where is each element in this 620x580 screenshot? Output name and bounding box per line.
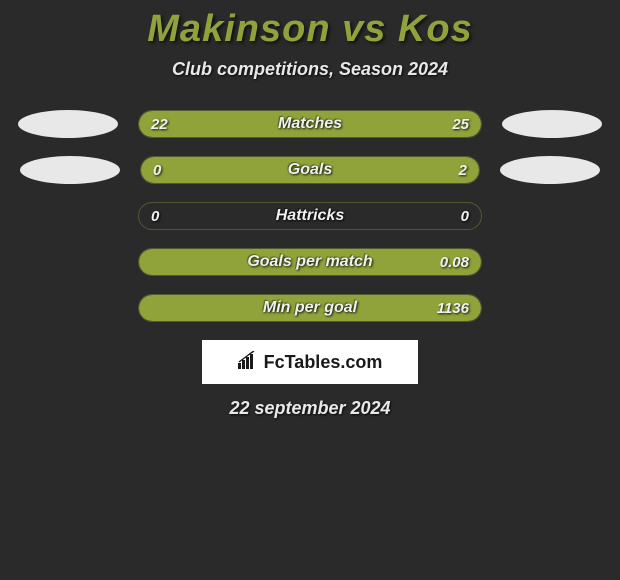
stat-label: Hattricks xyxy=(139,203,481,229)
footer-date: 22 september 2024 xyxy=(0,398,620,419)
spacer xyxy=(502,294,602,322)
stat-label: Goals xyxy=(141,157,479,183)
logo: FcTables.com xyxy=(238,351,383,374)
player-marker-right xyxy=(500,156,600,184)
stat-label: Min per goal xyxy=(139,295,481,321)
spacer xyxy=(502,202,602,230)
stat-bar: 2225Matches xyxy=(138,110,482,138)
stat-bar: 1136Min per goal xyxy=(138,294,482,322)
logo-text: FcTables.com xyxy=(264,352,383,373)
stat-label: Matches xyxy=(139,111,481,137)
stat-row: 1136Min per goal xyxy=(0,294,620,322)
stat-row: 00Hattricks xyxy=(0,202,620,230)
spacer xyxy=(18,248,118,276)
stat-row: 2225Matches xyxy=(0,110,620,138)
stat-row: 0.08Goals per match xyxy=(0,248,620,276)
stat-label: Goals per match xyxy=(139,249,481,275)
player-marker-left xyxy=(20,156,120,184)
spacer xyxy=(18,294,118,322)
stat-row: 02Goals xyxy=(0,156,620,184)
subtitle: Club competitions, Season 2024 xyxy=(0,59,620,80)
stat-rows: 2225Matches 02Goals 00Hattricks 0.08Goals p… xyxy=(0,110,620,322)
comparison-card: Makinson vs Kos Club competitions, Seaso… xyxy=(0,0,620,419)
player-marker-right xyxy=(502,110,602,138)
spacer xyxy=(502,248,602,276)
logo-box[interactable]: FcTables.com xyxy=(202,340,418,384)
stat-bar: 00Hattricks xyxy=(138,202,482,230)
stat-bar: 0.08Goals per match xyxy=(138,248,482,276)
spacer xyxy=(18,202,118,230)
stat-bar: 02Goals xyxy=(140,156,480,184)
player-marker-left xyxy=(18,110,118,138)
chart-bars-icon xyxy=(238,351,260,374)
page-title: Makinson vs Kos xyxy=(0,8,620,51)
